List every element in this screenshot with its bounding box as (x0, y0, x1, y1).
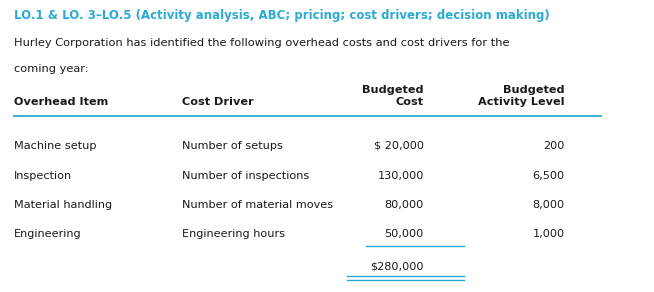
Text: Overhead Item: Overhead Item (14, 97, 108, 107)
Text: Engineering hours: Engineering hours (182, 229, 285, 239)
Text: Cost Driver: Cost Driver (182, 97, 254, 107)
Text: Engineering: Engineering (14, 229, 81, 239)
Text: 50,000: 50,000 (385, 229, 424, 239)
Text: LO.1 & LO. 3–LO.5 (Activity analysis, ABC; pricing; cost drivers; decision makin: LO.1 & LO. 3–LO.5 (Activity analysis, AB… (14, 9, 549, 22)
Text: 8,000: 8,000 (532, 200, 564, 210)
Text: Number of material moves: Number of material moves (182, 200, 333, 210)
Text: 6,500: 6,500 (532, 171, 564, 181)
Text: Number of setups: Number of setups (182, 141, 283, 151)
Text: 200: 200 (543, 141, 564, 151)
Text: Material handling: Material handling (14, 200, 112, 210)
Text: Machine setup: Machine setup (14, 141, 96, 151)
Text: 130,000: 130,000 (377, 171, 424, 181)
Text: 80,000: 80,000 (385, 200, 424, 210)
Text: $ 20,000: $ 20,000 (374, 141, 424, 151)
Text: Hurley Corporation has identified the following overhead costs and cost drivers : Hurley Corporation has identified the fo… (14, 38, 509, 48)
Text: Budgeted
Cost: Budgeted Cost (362, 85, 424, 107)
Text: coming year:: coming year: (14, 64, 88, 74)
Text: Budgeted
Activity Level: Budgeted Activity Level (478, 85, 564, 107)
Text: Inspection: Inspection (14, 171, 72, 181)
Text: Number of inspections: Number of inspections (182, 171, 309, 181)
Text: $280,000: $280,000 (370, 261, 424, 271)
Text: 1,000: 1,000 (532, 229, 564, 239)
